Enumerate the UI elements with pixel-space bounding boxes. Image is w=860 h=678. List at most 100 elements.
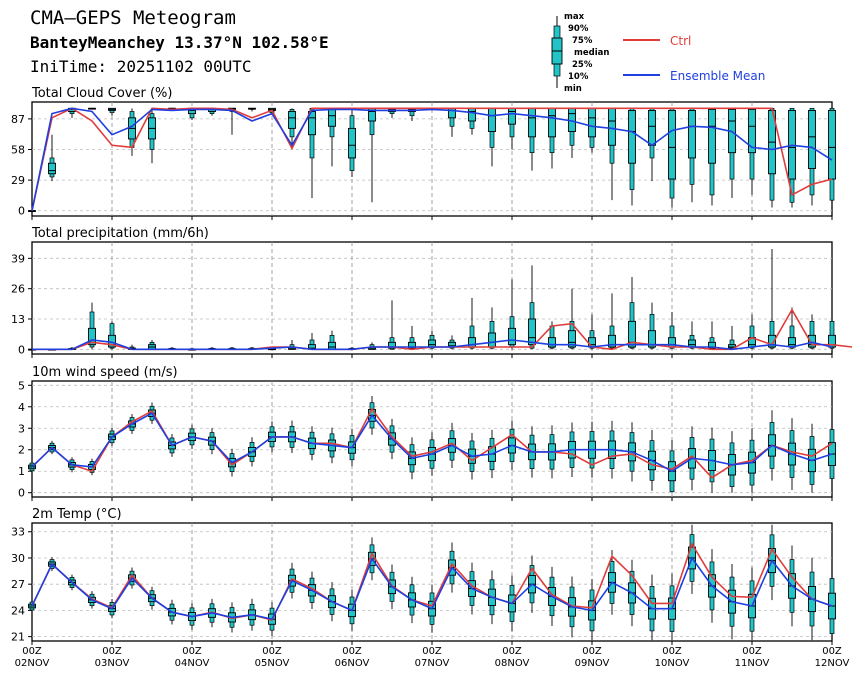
box-40 bbox=[828, 302, 836, 350]
box-25-75 bbox=[788, 337, 796, 348]
box-25-75 bbox=[288, 111, 296, 129]
y-tick-label: 0 bbox=[18, 487, 25, 500]
x-date-label: 05NOV bbox=[255, 658, 290, 669]
box-40 bbox=[828, 107, 836, 208]
box-14 bbox=[308, 333, 316, 350]
box-25-75 bbox=[328, 341, 336, 350]
box-29 bbox=[608, 293, 616, 350]
y-tick-label: 29 bbox=[11, 174, 25, 187]
box-25 bbox=[528, 265, 536, 350]
x-date-label: 12NOV bbox=[815, 658, 850, 669]
box-19 bbox=[408, 326, 416, 350]
box-34 bbox=[708, 321, 716, 350]
box-37 bbox=[768, 249, 776, 350]
box-37 bbox=[768, 107, 776, 208]
location-label: BanteyMeanchey 13.37°N 102.58°E bbox=[30, 33, 329, 52]
x-date-label: 08NOV bbox=[495, 658, 530, 669]
box-20 bbox=[428, 330, 436, 350]
box-30 bbox=[628, 277, 636, 350]
box-25-75 bbox=[628, 320, 636, 348]
ctrl-line bbox=[32, 308, 853, 351]
y-tick-label: 4 bbox=[18, 401, 25, 414]
legend-box-label: min bbox=[564, 84, 582, 94]
box-39 bbox=[808, 423, 816, 493]
box-28 bbox=[588, 107, 596, 153]
ensemble-mean-line bbox=[31, 107, 833, 211]
ensemble-mean-line bbox=[31, 412, 833, 473]
box-25-75 bbox=[48, 162, 56, 175]
box-24 bbox=[508, 107, 516, 150]
legend-box-label: 25% bbox=[572, 60, 593, 70]
box-25-75 bbox=[828, 109, 836, 180]
box-33 bbox=[688, 321, 696, 350]
y-tick-label: 2 bbox=[18, 444, 25, 457]
panel-0: Total Cloud Cover (%) 0 29 58 87 bbox=[11, 86, 836, 220]
box-31 bbox=[648, 302, 656, 350]
y-tick-label: 30 bbox=[11, 552, 25, 565]
box-32 bbox=[668, 439, 676, 493]
box-27 bbox=[568, 107, 576, 158]
x-time-label: 00Z bbox=[422, 646, 442, 657]
box-3 bbox=[88, 107, 96, 110]
x-time-label: 00Z bbox=[742, 646, 762, 657]
box-25-75 bbox=[548, 107, 556, 138]
box-25-75 bbox=[348, 127, 356, 159]
box-36 bbox=[748, 314, 756, 350]
box-25-75 bbox=[588, 107, 596, 138]
x-time-label: 00Z bbox=[822, 646, 842, 657]
box-32 bbox=[668, 107, 676, 208]
box-25-75 bbox=[488, 107, 496, 133]
y-tick-label: 26 bbox=[11, 283, 25, 296]
box-27 bbox=[568, 288, 576, 350]
box-16 bbox=[348, 108, 356, 177]
panel-title: 10m wind speed (m/s) bbox=[32, 365, 178, 380]
panel-2: 10m wind speed (m/s) 0 1 2 3 4 5 bbox=[18, 365, 836, 501]
box-23 bbox=[488, 107, 496, 167]
box-35 bbox=[728, 326, 736, 350]
x-date-label: 10NOV bbox=[655, 658, 690, 669]
y-tick-label: 27 bbox=[11, 578, 25, 591]
box-25-75 bbox=[748, 108, 756, 154]
legend-box-label: 10% bbox=[568, 72, 589, 82]
box-28 bbox=[588, 314, 596, 350]
x-date-label: 02NOV bbox=[15, 658, 50, 669]
meteogram-title: CMA—GEPS Meteogram bbox=[30, 7, 236, 29]
box-25-75 bbox=[708, 341, 716, 349]
box-25-75 bbox=[608, 107, 616, 146]
box-25-75 bbox=[388, 341, 396, 349]
legend-box-label: max bbox=[564, 12, 585, 22]
box-6 bbox=[148, 340, 156, 350]
box-25-75 bbox=[808, 334, 816, 348]
x-time-label: 00Z bbox=[342, 646, 362, 657]
x-time-label: 00Z bbox=[502, 646, 522, 657]
box-11 bbox=[248, 107, 256, 112]
y-tick-label: 0 bbox=[18, 343, 25, 356]
box-6 bbox=[148, 108, 156, 164]
box-25-75 bbox=[568, 330, 576, 348]
box-30 bbox=[628, 107, 636, 206]
box-35 bbox=[728, 431, 736, 493]
x-time-label: 00Z bbox=[662, 646, 682, 657]
legend-mean-label: Ensemble Mean bbox=[670, 69, 765, 83]
box-10-90 bbox=[809, 320, 815, 349]
panel-title: 2m Temp (°C) bbox=[32, 507, 122, 522]
y-tick-label: 87 bbox=[11, 113, 25, 126]
box-25-75 bbox=[468, 107, 476, 122]
x-date-label: 09NOV bbox=[575, 658, 610, 669]
y-tick-label: 5 bbox=[18, 379, 25, 392]
box-25-75 bbox=[428, 339, 436, 348]
panel-title: Total Cloud Cover (%) bbox=[31, 86, 172, 101]
panel-1: Total precipitation (mm/6h) 0 13 26 39 bbox=[11, 226, 853, 358]
ensemble-mean-line bbox=[32, 339, 833, 351]
box-10-90 bbox=[829, 320, 835, 349]
box-10-90 bbox=[789, 325, 795, 349]
time-axis: 00Z02NOV00Z03NOV00Z04NOV00Z05NOV00Z06NOV… bbox=[15, 646, 850, 669]
ctrl-line bbox=[31, 107, 833, 211]
panel-title: Total precipitation (mm/6h) bbox=[31, 226, 209, 241]
box-10-90 bbox=[769, 320, 775, 349]
x-time-label: 00Z bbox=[582, 646, 602, 657]
box-25-75 bbox=[668, 109, 676, 180]
y-tick-label: 21 bbox=[11, 631, 25, 644]
x-date-label: 06NOV bbox=[335, 658, 370, 669]
